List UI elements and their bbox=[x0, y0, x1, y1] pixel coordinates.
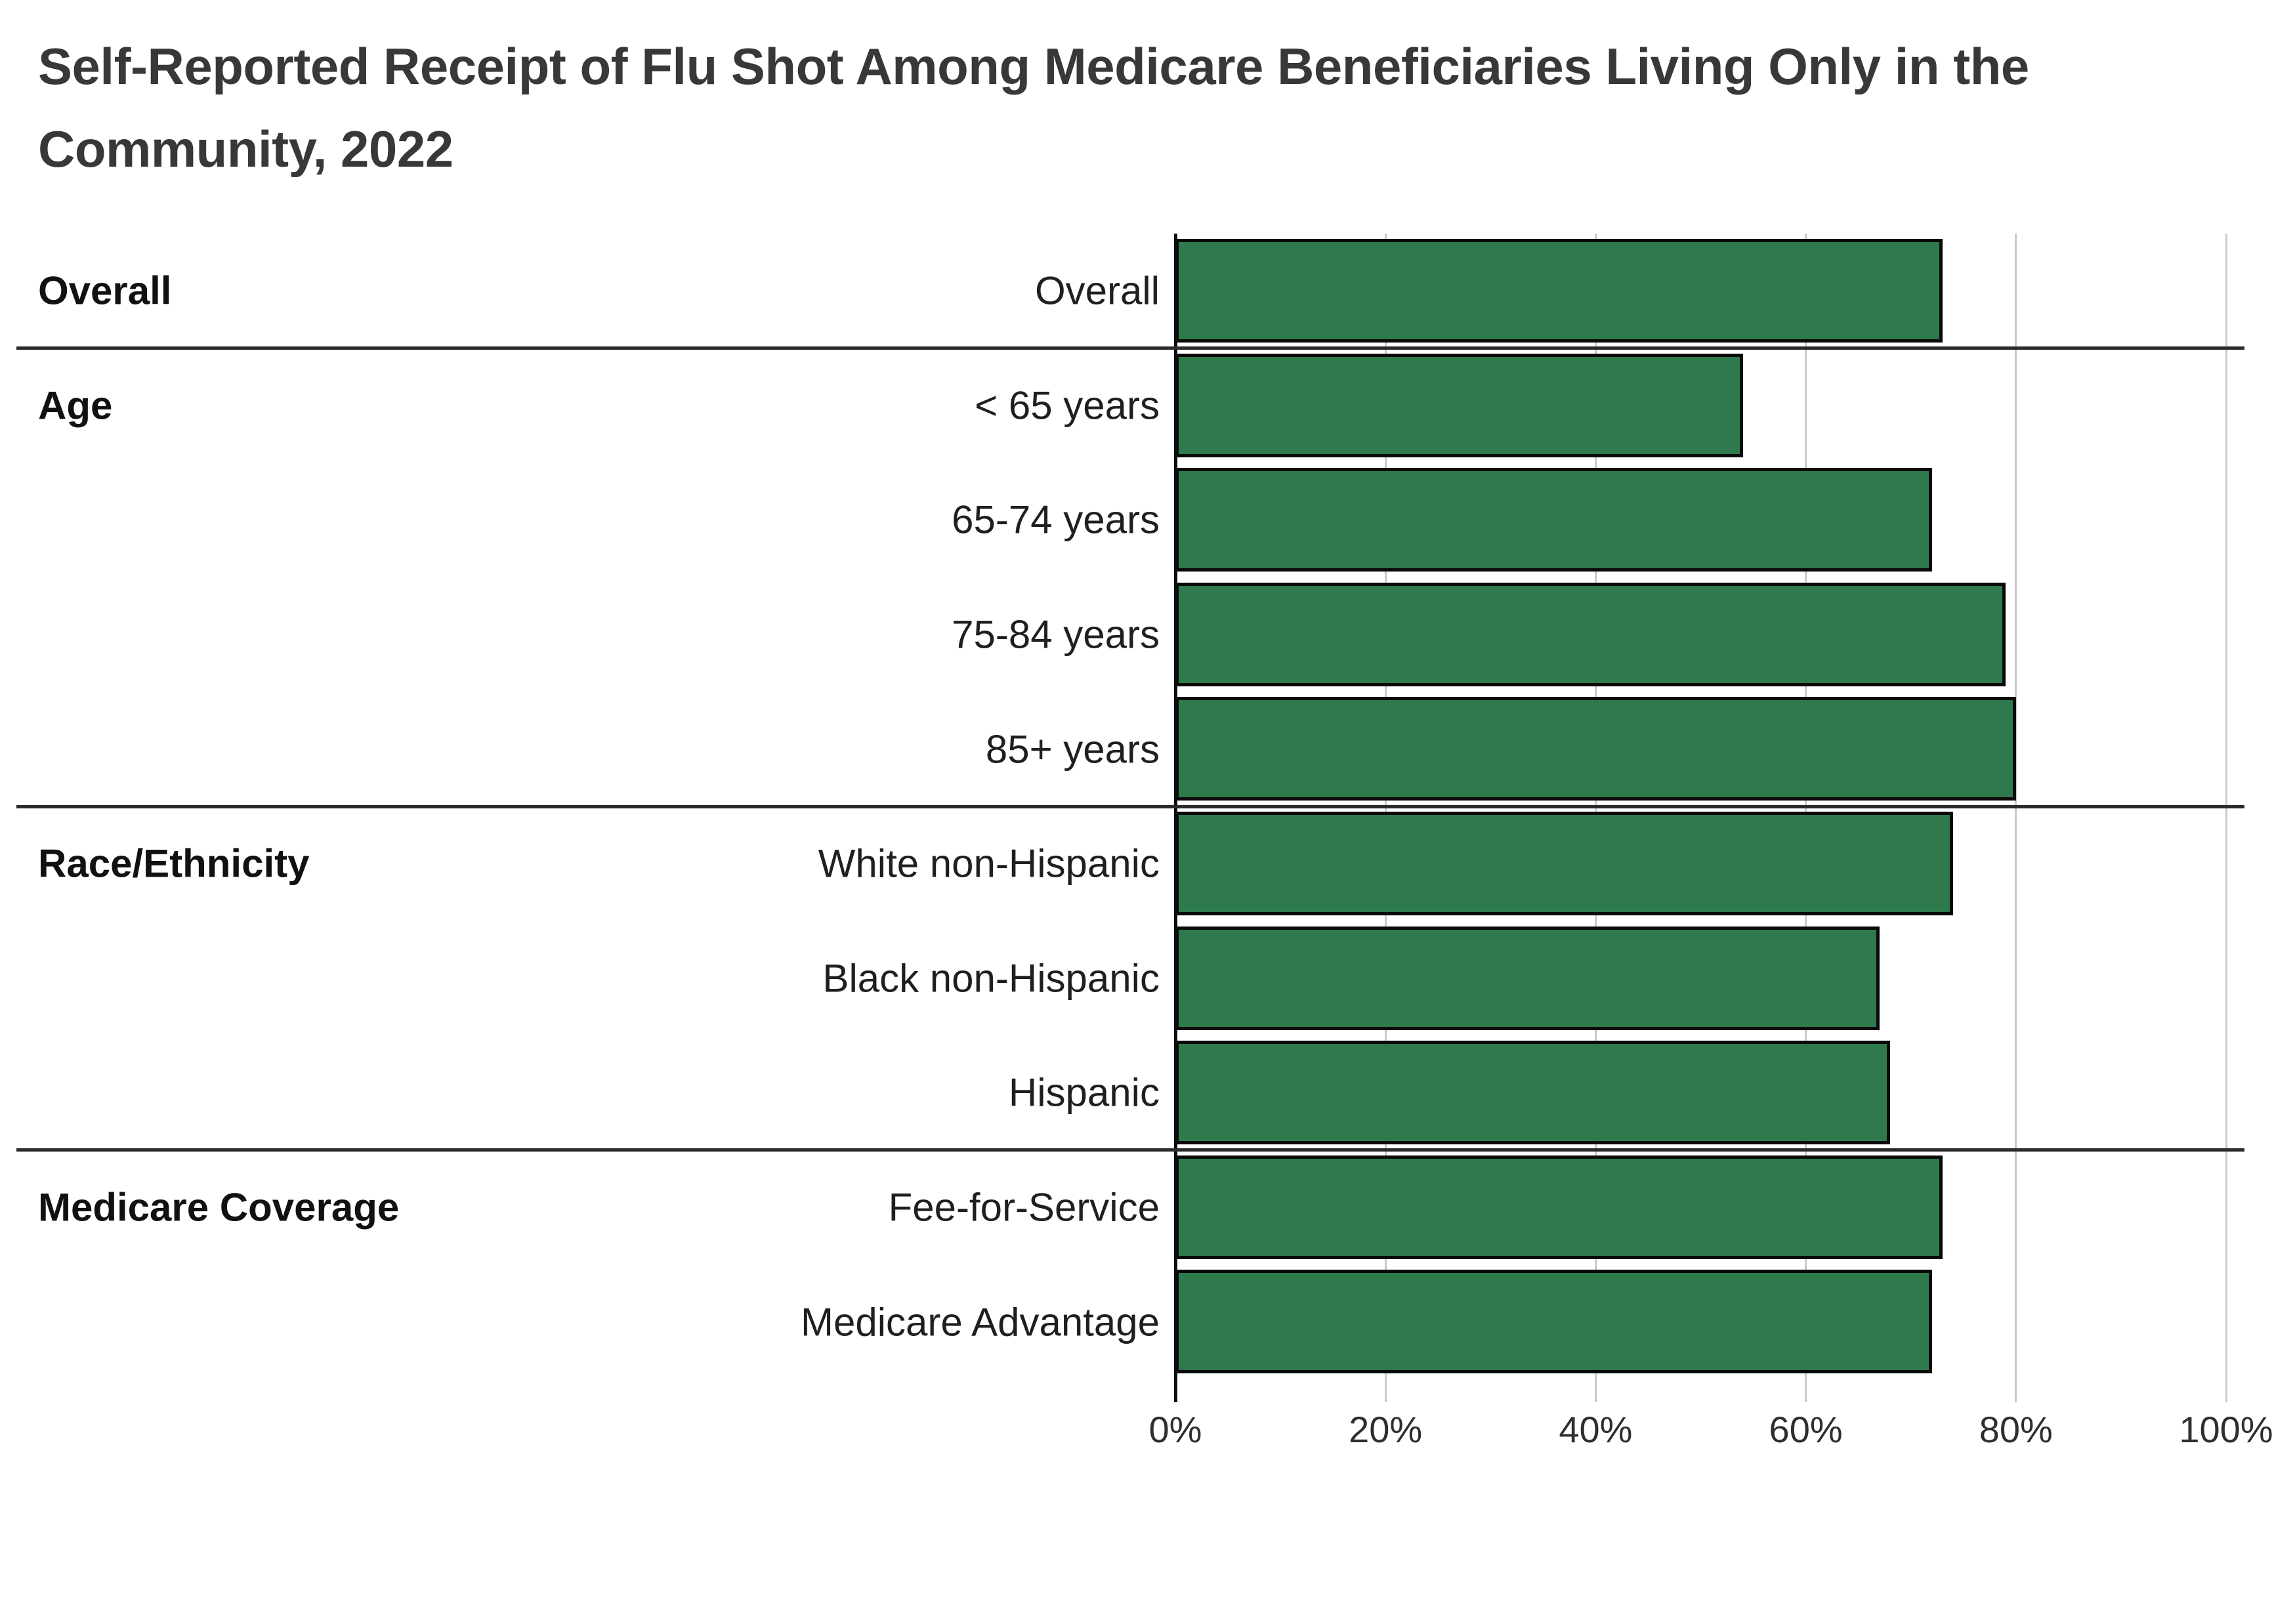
x-tick-label-100: 100% bbox=[2179, 1409, 2273, 1450]
row-label-hispanic: Hispanic bbox=[1008, 1070, 1160, 1115]
row-label-75-84-years: 75-84 years bbox=[952, 612, 1160, 657]
row-label-medicare-advantage: Medicare Advantage bbox=[800, 1300, 1160, 1344]
group-separator-after-overall bbox=[16, 346, 2244, 350]
row-label-65-74-years: 65-74 years bbox=[952, 497, 1160, 542]
chart-title: Self-Reported Receipt of Flu Shot Among … bbox=[38, 37, 2029, 178]
chart-row-75-84-years: 75-84 years bbox=[0, 577, 2274, 692]
row-label-fee-for-service: Fee-for-Service bbox=[888, 1185, 1160, 1230]
x-tick-label-40: 40% bbox=[1559, 1409, 1633, 1450]
group-label-overall: Overall bbox=[38, 268, 172, 313]
x-tick-label-80: 80% bbox=[1979, 1409, 2053, 1450]
chart-row-65-years: Age < 65 years bbox=[0, 348, 2274, 463]
bar-75-84-years bbox=[1175, 582, 2006, 686]
row-label-85-years: 85+ years bbox=[985, 727, 1160, 772]
chart-row-overall: Overall Overall bbox=[0, 234, 2274, 348]
group-label-medicare-coverage: Medicare Coverage bbox=[38, 1185, 400, 1230]
group-separator-after-race-ethnicity bbox=[16, 1148, 2244, 1152]
group-separator-after-age bbox=[16, 804, 2244, 808]
bar-white-non-hispanic bbox=[1175, 812, 1953, 915]
row-label-overall: Overall bbox=[1034, 268, 1160, 313]
bar-fee-for-service bbox=[1175, 1155, 1943, 1259]
chart-row-85-years: 85+ years bbox=[0, 692, 2274, 806]
bar-hispanic bbox=[1175, 1041, 1890, 1145]
bar-65-years bbox=[1175, 353, 1743, 457]
chart-row-fee-for-service: Medicare Coverage Fee-for-Service bbox=[0, 1150, 2274, 1265]
chart-row-medicare-advantage: Medicare Advantage bbox=[0, 1264, 2274, 1379]
bar-overall bbox=[1175, 239, 1943, 343]
row-label-white-non-hispanic: White non-Hispanic bbox=[818, 841, 1160, 886]
bar-85-years bbox=[1175, 697, 2016, 801]
bar-medicare-advantage bbox=[1175, 1270, 1932, 1374]
gridline-80 bbox=[2015, 234, 2017, 1402]
chart-row-white-non-hispanic: Race/Ethnicity White non-Hispanic bbox=[0, 806, 2274, 921]
chart-row-black-non-hispanic: Black non-Hispanic bbox=[0, 921, 2274, 1036]
x-tick-label-60: 60% bbox=[1769, 1409, 1843, 1450]
bar-black-non-hispanic bbox=[1175, 926, 1880, 1030]
x-tick-label-0: 0% bbox=[1148, 1409, 1202, 1450]
bar-65-74-years bbox=[1175, 468, 1932, 572]
chart-row-hispanic: Hispanic bbox=[0, 1035, 2274, 1150]
x-tick-label-20: 20% bbox=[1349, 1409, 1423, 1450]
row-label-65-years: < 65 years bbox=[975, 383, 1160, 428]
gridline-100 bbox=[2225, 234, 2227, 1402]
group-label-age: Age bbox=[38, 383, 113, 428]
row-label-black-non-hispanic: Black non-Hispanic bbox=[822, 956, 1160, 1001]
group-label-race-ethnicity: Race/Ethnicity bbox=[38, 841, 310, 886]
chart-row-65-74-years: 65-74 years bbox=[0, 463, 2274, 577]
